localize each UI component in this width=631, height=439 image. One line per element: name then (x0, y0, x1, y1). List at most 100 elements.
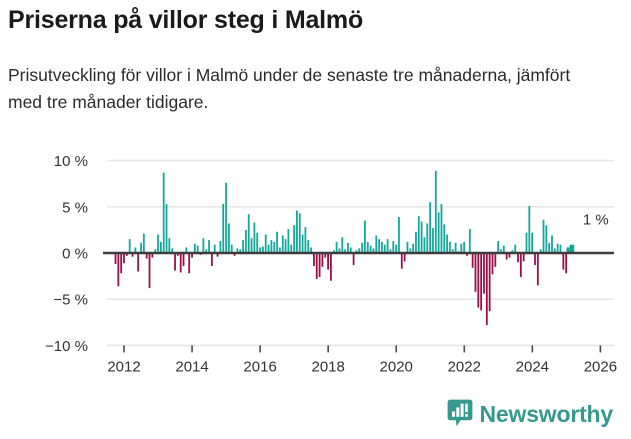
bar (477, 253, 480, 308)
bar (398, 216, 400, 253)
bar (273, 241, 276, 253)
bar (378, 239, 381, 253)
bar (188, 253, 191, 274)
bar (310, 247, 312, 253)
bar (437, 212, 440, 253)
bar (256, 232, 259, 253)
bar (236, 248, 239, 253)
bar (227, 223, 230, 253)
bar (154, 249, 157, 253)
bar (460, 243, 463, 253)
bar (304, 227, 307, 253)
bar (162, 172, 165, 253)
bar (191, 253, 193, 258)
bar (517, 253, 519, 263)
bar (134, 247, 137, 253)
bar (222, 204, 225, 253)
bar (569, 244, 575, 253)
y-axis-tick-label: 5 % (62, 199, 88, 216)
bar (279, 247, 281, 253)
bar (128, 239, 131, 253)
bar (159, 241, 162, 253)
y-axis-tick-label: 10 % (54, 153, 88, 170)
bar (519, 253, 522, 278)
bar (296, 210, 298, 253)
bar (321, 253, 324, 267)
bar (426, 223, 429, 253)
bar (301, 234, 304, 253)
bar (386, 239, 389, 253)
page-subtitle: Prisutveckling för villor i Malmö under … (8, 65, 571, 112)
bar (381, 241, 383, 253)
bar (565, 253, 568, 274)
bar (165, 204, 168, 253)
bar (369, 245, 372, 253)
bar (463, 241, 466, 253)
bar (281, 235, 284, 253)
bar (117, 253, 120, 287)
bar (205, 249, 208, 253)
bar (406, 241, 409, 253)
bar (225, 182, 227, 253)
bar (502, 245, 505, 253)
bar (293, 225, 295, 253)
chart-x-axis: 2012 2014 2016 2018 2020 2022 2024 2026 (107, 344, 617, 375)
bar (216, 253, 219, 257)
bar (412, 243, 415, 253)
bar (483, 253, 485, 294)
bar (219, 240, 222, 253)
bar (318, 253, 321, 278)
x-axis-tick-label: 2018 (311, 358, 344, 375)
chart-container: 10 % 5 % 0 % −5 % −10 % 2012 2014 2016 2018 2020… (0, 145, 631, 390)
bar (454, 242, 457, 253)
bar (446, 234, 449, 253)
bar (500, 249, 502, 253)
bar (140, 242, 142, 253)
bar (125, 253, 128, 256)
bar (208, 240, 210, 253)
bar (434, 170, 437, 253)
bar (556, 243, 559, 253)
bar-chart: 10 % 5 % 0 % −5 % −10 % 2012 2014 2016 2018 2020… (45, 153, 617, 375)
bar (182, 253, 185, 266)
bar (307, 240, 310, 253)
bar (364, 220, 366, 253)
bar (210, 253, 213, 266)
bar (508, 253, 511, 258)
bar (142, 233, 145, 253)
bar (423, 237, 426, 253)
bar (290, 244, 293, 253)
newsworthy-logo[interactable]: Newsworthy (447, 399, 613, 429)
bar (449, 241, 451, 253)
y-axis-tick-label: −5 % (53, 292, 88, 309)
bar-highlighted (566, 247, 572, 253)
bar (349, 247, 352, 253)
page-title: Priserna på villor steg i Malmö (8, 6, 364, 34)
bar (522, 253, 525, 262)
chart-annotations: 1 % (583, 211, 609, 228)
bar (264, 234, 267, 253)
bar (131, 253, 134, 257)
bar (451, 249, 454, 253)
bar (409, 248, 412, 253)
bar (196, 245, 199, 253)
bar (174, 253, 176, 271)
bar (542, 219, 545, 253)
value-annotation: 1 % (583, 211, 609, 228)
bar (137, 253, 140, 272)
bar (244, 229, 247, 253)
bar (494, 253, 497, 267)
bar (511, 250, 514, 253)
bar (528, 205, 531, 253)
bar (315, 253, 318, 279)
bar (247, 214, 250, 253)
bar (355, 250, 358, 253)
bar (466, 253, 468, 256)
bar (429, 202, 432, 253)
bar (114, 253, 117, 265)
bar (443, 224, 446, 253)
bar (480, 253, 483, 311)
chart-y-axis: 10 % 5 % 0 % −5 % −10 % (45, 153, 88, 355)
bar (548, 242, 551, 253)
